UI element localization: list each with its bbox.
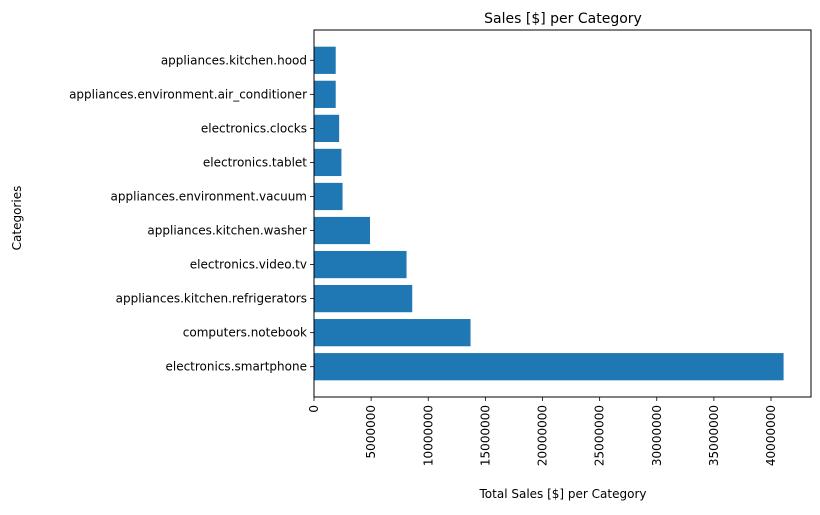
y-tick-label: electronics.smartphone (165, 360, 307, 374)
bar-computers-notebook (314, 319, 471, 347)
x-tick-label: 20000000 (536, 405, 550, 466)
bar-appliances-environment-vacuum (314, 182, 343, 211)
y-tick-label: electronics.video.tv (190, 258, 307, 272)
y-tick-label: electronics.tablet (203, 155, 307, 169)
bar-electronics-video-tv (314, 250, 407, 279)
bar-appliances-kitchen-washer (314, 216, 370, 245)
bar-electronics-tablet (314, 148, 342, 177)
x-tick-label: 0 (307, 405, 321, 413)
bar-appliances-kitchen-refrigerators (314, 284, 413, 313)
x-tick-label: 30000000 (650, 405, 664, 466)
bars-group (314, 46, 784, 381)
x-axis-ticks: 0 5000000 10000000 15000000 20000000 25000000… (307, 397, 778, 466)
y-tick-label: appliances.environment.vacuum (111, 189, 307, 203)
x-tick-label: 40000000 (764, 405, 778, 466)
bar-appliances-environment-air-conditioner (314, 80, 336, 108)
y-tick-label: appliances.kitchen.refrigerators (116, 292, 307, 306)
x-tick-label: 15000000 (478, 405, 492, 466)
x-tick-label: 10000000 (421, 405, 435, 466)
y-tick-label: appliances.environment.air_conditioner (69, 87, 307, 101)
y-tick-label: appliances.kitchen.hood (161, 53, 307, 67)
bar-electronics-clocks (314, 114, 340, 143)
y-axis-ticks: electronics.smartphone computers.notebook… (69, 53, 314, 374)
x-tick-label: 35000000 (707, 405, 721, 466)
y-tick-label: appliances.kitchen.washer (147, 224, 307, 238)
y-axis-label: Categories (10, 186, 24, 251)
x-axis-label: Total Sales [$] per Category (479, 487, 647, 501)
y-tick-label: electronics.clocks (201, 121, 307, 135)
plot-frame (313, 29, 812, 398)
x-tick-label: 5000000 (364, 405, 378, 458)
chart-title: Sales [$] per Category (484, 11, 642, 27)
y-tick-label: computers.notebook (183, 326, 307, 340)
x-tick-label: 25000000 (593, 405, 607, 466)
bar-appliances-kitchen-hood (314, 46, 336, 74)
bar-electronics-smartphone (314, 353, 784, 381)
